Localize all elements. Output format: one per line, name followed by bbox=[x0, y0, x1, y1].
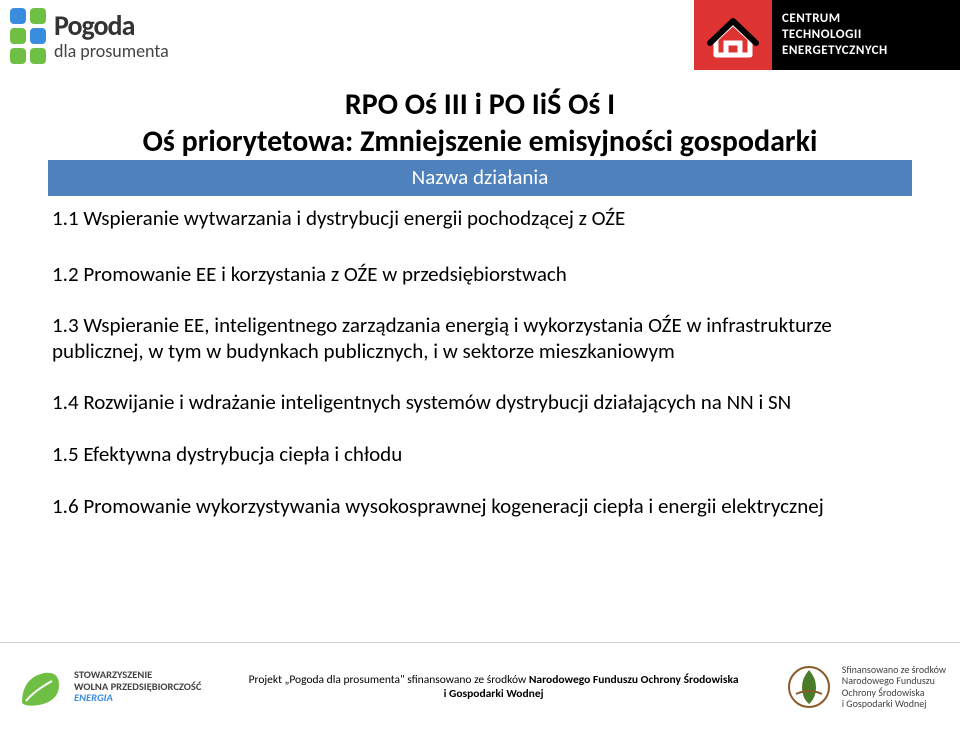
footer: STOWARZYSZENIE WOLNA PRZEDSIĘBIORCZOŚĆ E… bbox=[0, 642, 960, 730]
footer-pre: Projekt „Pogoda dla prosumenta" sfinanso… bbox=[249, 673, 529, 687]
cte-line2: TECHNOLOGII bbox=[782, 27, 960, 43]
logo-pogoda: Pogoda dla prosumenta bbox=[10, 8, 169, 64]
table-row: 1.1 Wspieranie wytwarzania i dystrybucji… bbox=[48, 196, 912, 252]
table-row: 1.2 Promowanie EE i korzystania z OŹE w … bbox=[48, 252, 912, 304]
table-row: 1.3 Wspieranie EE, inteligentnego zarząd… bbox=[48, 303, 912, 380]
dot-icon bbox=[10, 28, 26, 44]
table-row: 1.5 Efektywna dystrybucja ciepła i chłod… bbox=[48, 432, 912, 484]
title-line2: Oś priorytetowa: Zmniejszenie emisyjnośc… bbox=[40, 123, 920, 160]
actions-table: Nazwa działania 1.1 Wspieranie wytwarzan… bbox=[48, 160, 912, 535]
slide-title: RPO Oś III i PO IiŚ Oś I Oś priorytetowa… bbox=[0, 86, 960, 160]
dot-icon bbox=[10, 8, 26, 24]
logo-cte: CENTRUM TECHNOLOGII ENERGETYCZNYCH bbox=[694, 0, 960, 70]
table-row: 1.4 Rozwijanie i wdrażanie inteligentnyc… bbox=[48, 380, 912, 432]
cte-text: CENTRUM TECHNOLOGII ENERGETYCZNYCH bbox=[772, 0, 960, 70]
nfos-icon bbox=[786, 664, 832, 710]
logo-line2: dla prosumenta bbox=[54, 42, 169, 60]
dot-icon bbox=[30, 28, 46, 44]
footer-bold2: i Gospodarki Wodnej bbox=[444, 687, 544, 701]
cte-line3: ENERGETYCZNYCH bbox=[782, 43, 960, 59]
house-icon bbox=[694, 0, 772, 70]
swe-l1: STOWARZYSZENIE bbox=[74, 669, 201, 681]
title-line1: RPO Oś III i PO IiŚ Oś I bbox=[40, 86, 920, 123]
dot-icon bbox=[30, 8, 46, 24]
footer-left-logo: STOWARZYSZENIE WOLNA PRZEDSIĘBIORCZOŚĆ E… bbox=[14, 663, 201, 711]
dot-icon bbox=[10, 48, 26, 64]
dot-icon bbox=[30, 48, 46, 64]
leaf-icon bbox=[14, 663, 64, 711]
nfos-l4: i Gospodarki Wodnej bbox=[842, 698, 946, 710]
logo-text: Pogoda dla prosumenta bbox=[54, 12, 169, 60]
footer-right-logo: Sfinansowano ze środków Narodowego Fundu… bbox=[786, 664, 946, 710]
table-header: Nazwa działania bbox=[48, 160, 912, 196]
logo-line1: Pogoda bbox=[54, 12, 169, 40]
footer-left-text: STOWARZYSZENIE WOLNA PRZEDSIĘBIORCZOŚĆ E… bbox=[74, 669, 201, 704]
slide: Pogoda dla prosumenta CENTRUM TECHNOLOGI… bbox=[0, 0, 960, 730]
footer-right-text: Sfinansowano ze środków Narodowego Fundu… bbox=[842, 664, 946, 710]
cte-line1: CENTRUM bbox=[782, 11, 960, 27]
swe-l3: ENERGIA bbox=[74, 692, 201, 704]
footer-center-text: Projekt „Pogoda dla prosumenta" sfinanso… bbox=[201, 673, 785, 701]
nfos-l2: Narodowego Funduszu bbox=[842, 675, 946, 687]
table-row: 1.6 Promowanie wykorzystywania wysokospr… bbox=[48, 484, 912, 536]
logo-dots bbox=[10, 8, 46, 64]
footer-bold1: Narodowego Funduszu Ochrony Środowiska bbox=[529, 673, 739, 687]
